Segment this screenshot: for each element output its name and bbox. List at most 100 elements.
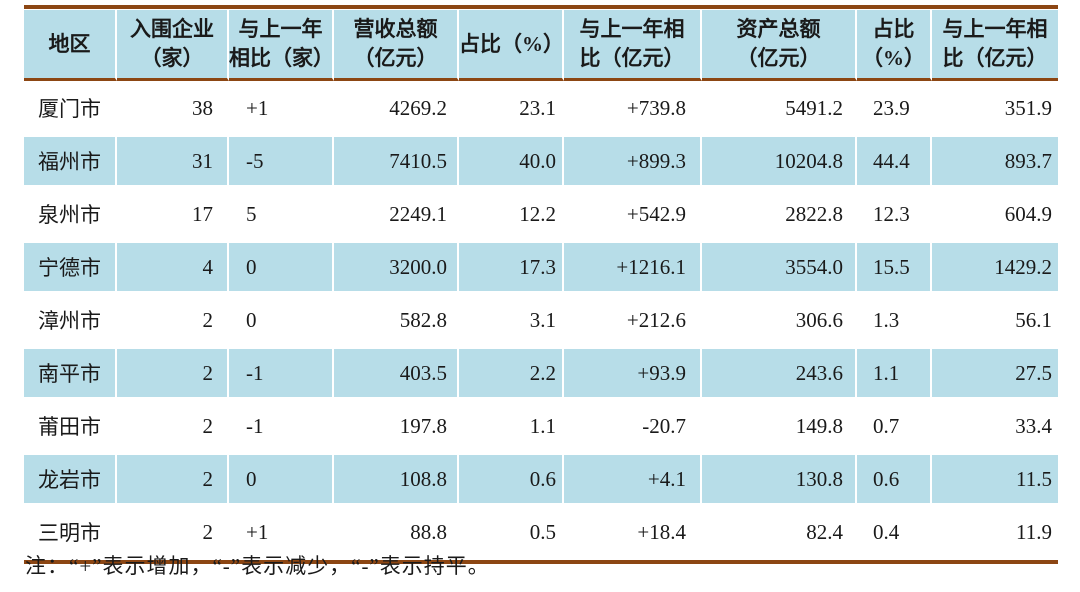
- regions-data-table-container: 地区 入围企业 （家） 与上一年 相比（家） 营收总额 （亿元） 占比（%） 与…: [24, 5, 1058, 564]
- table-cell: +1: [229, 81, 334, 134]
- table-cell: 31: [117, 134, 229, 187]
- table-cell: 33.4: [932, 399, 1058, 452]
- table-cell: 82.4: [702, 505, 857, 558]
- table-cell: 4: [117, 240, 229, 293]
- table-row: 泉州市 17 5 2249.1 12.2 +542.9 2822.8 12.3 …: [24, 187, 1058, 240]
- table-cell: 12.2: [459, 187, 564, 240]
- region-cell: 宁德市: [24, 240, 117, 293]
- table-cell: -5: [229, 134, 334, 187]
- regions-data-table: 地区 入围企业 （家） 与上一年 相比（家） 营收总额 （亿元） 占比（%） 与…: [24, 10, 1058, 558]
- table-cell: +18.4: [564, 505, 702, 558]
- header-enterprise-count: 入围企业 （家）: [117, 10, 229, 81]
- table-cell: 1.1: [857, 346, 932, 399]
- table-cell: 27.5: [932, 346, 1058, 399]
- table-cell: 197.8: [334, 399, 459, 452]
- table-cell: 11.5: [932, 452, 1058, 505]
- table-cell: 56.1: [932, 293, 1058, 346]
- table-cell: +212.6: [564, 293, 702, 346]
- region-cell: 莆田市: [24, 399, 117, 452]
- table-row: 龙岩市 2 0 108.8 0.6 +4.1 130.8 0.6 11.5: [24, 452, 1058, 505]
- table-cell: 2: [117, 346, 229, 399]
- table-cell: 2.2: [459, 346, 564, 399]
- table-cell: +739.8: [564, 81, 702, 134]
- header-region: 地区: [24, 10, 117, 81]
- table-cell: 4269.2: [334, 81, 459, 134]
- table-cell: 88.8: [334, 505, 459, 558]
- table-cell: 306.6: [702, 293, 857, 346]
- header-assets-yoy-change: 与上一年相 比（亿元）: [932, 10, 1058, 81]
- table-cell: 3554.0: [702, 240, 857, 293]
- table-cell: 0.5: [459, 505, 564, 558]
- table-cell: 3200.0: [334, 240, 459, 293]
- table-cell: 44.4: [857, 134, 932, 187]
- table-cell: +1: [229, 505, 334, 558]
- table-cell: 23.9: [857, 81, 932, 134]
- table-cell: 3.1: [459, 293, 564, 346]
- region-cell: 福州市: [24, 134, 117, 187]
- table-row: 漳州市 2 0 582.8 3.1 +212.6 306.6 1.3 56.1: [24, 293, 1058, 346]
- table-cell: 1.3: [857, 293, 932, 346]
- table-cell: 17: [117, 187, 229, 240]
- header-revenue-share: 占比（%）: [459, 10, 564, 81]
- table-cell: 0: [229, 240, 334, 293]
- table-cell: 604.9: [932, 187, 1058, 240]
- table-cell: 0: [229, 293, 334, 346]
- table-cell: 130.8: [702, 452, 857, 505]
- footnote: 注：“+”表示增加，“-”表示减少，“-”表示持平。: [25, 554, 490, 578]
- table-cell: 40.0: [459, 134, 564, 187]
- table-cell: -1: [229, 399, 334, 452]
- table-cell: 17.3: [459, 240, 564, 293]
- header-row: 地区 入围企业 （家） 与上一年 相比（家） 营收总额 （亿元） 占比（%） 与…: [24, 10, 1058, 81]
- table-cell: 351.9: [932, 81, 1058, 134]
- table-header: 地区 入围企业 （家） 与上一年 相比（家） 营收总额 （亿元） 占比（%） 与…: [24, 10, 1058, 81]
- region-cell: 厦门市: [24, 81, 117, 134]
- table-cell: 0.6: [459, 452, 564, 505]
- table-row: 三明市 2 +1 88.8 0.5 +18.4 82.4 0.4 11.9: [24, 505, 1058, 558]
- table-cell: +899.3: [564, 134, 702, 187]
- table-cell: 12.3: [857, 187, 932, 240]
- table-cell: 2: [117, 399, 229, 452]
- table-cell: 38: [117, 81, 229, 134]
- table-cell: 108.8: [334, 452, 459, 505]
- table-cell: 2822.8: [702, 187, 857, 240]
- table-cell: 5491.2: [702, 81, 857, 134]
- table-cell: 893.7: [932, 134, 1058, 187]
- table-row: 宁德市 4 0 3200.0 17.3 +1216.1 3554.0 15.5 …: [24, 240, 1058, 293]
- table-row: 南平市 2 -1 403.5 2.2 +93.9 243.6 1.1 27.5: [24, 346, 1058, 399]
- table-row: 莆田市 2 -1 197.8 1.1 -20.7 149.8 0.7 33.4: [24, 399, 1058, 452]
- header-revenue-total: 营收总额 （亿元）: [334, 10, 459, 81]
- table-row: 福州市 31 -5 7410.5 40.0 +899.3 10204.8 44.…: [24, 134, 1058, 187]
- table-cell: 15.5: [857, 240, 932, 293]
- region-cell: 南平市: [24, 346, 117, 399]
- table-cell: 403.5: [334, 346, 459, 399]
- table-row: 厦门市 38 +1 4269.2 23.1 +739.8 5491.2 23.9…: [24, 81, 1058, 134]
- table-cell: 7410.5: [334, 134, 459, 187]
- table-cell: +4.1: [564, 452, 702, 505]
- header-assets-share: 占比 （%）: [857, 10, 932, 81]
- table-cell: +1216.1: [564, 240, 702, 293]
- header-assets-total: 资产总额 （亿元）: [702, 10, 857, 81]
- table-cell: -20.7: [564, 399, 702, 452]
- table-cell: 1.1: [459, 399, 564, 452]
- table-cell: 1429.2: [932, 240, 1058, 293]
- region-cell: 三明市: [24, 505, 117, 558]
- table-cell: 582.8: [334, 293, 459, 346]
- table-cell: 0.7: [857, 399, 932, 452]
- table-cell: +93.9: [564, 346, 702, 399]
- table-cell: 0: [229, 452, 334, 505]
- table-cell: 23.1: [459, 81, 564, 134]
- table-cell: 5: [229, 187, 334, 240]
- table-cell: 2: [117, 293, 229, 346]
- header-yoy-count-change: 与上一年 相比（家）: [229, 10, 334, 81]
- table-body: 厦门市 38 +1 4269.2 23.1 +739.8 5491.2 23.9…: [24, 81, 1058, 558]
- table-cell: 243.6: [702, 346, 857, 399]
- region-cell: 龙岩市: [24, 452, 117, 505]
- table-cell: -1: [229, 346, 334, 399]
- table-cell: 0.6: [857, 452, 932, 505]
- region-cell: 漳州市: [24, 293, 117, 346]
- table-cell: 0.4: [857, 505, 932, 558]
- table-cell: 11.9: [932, 505, 1058, 558]
- table-cell: 149.8: [702, 399, 857, 452]
- table-cell: +542.9: [564, 187, 702, 240]
- header-revenue-yoy-change: 与上一年相 比（亿元）: [564, 10, 702, 81]
